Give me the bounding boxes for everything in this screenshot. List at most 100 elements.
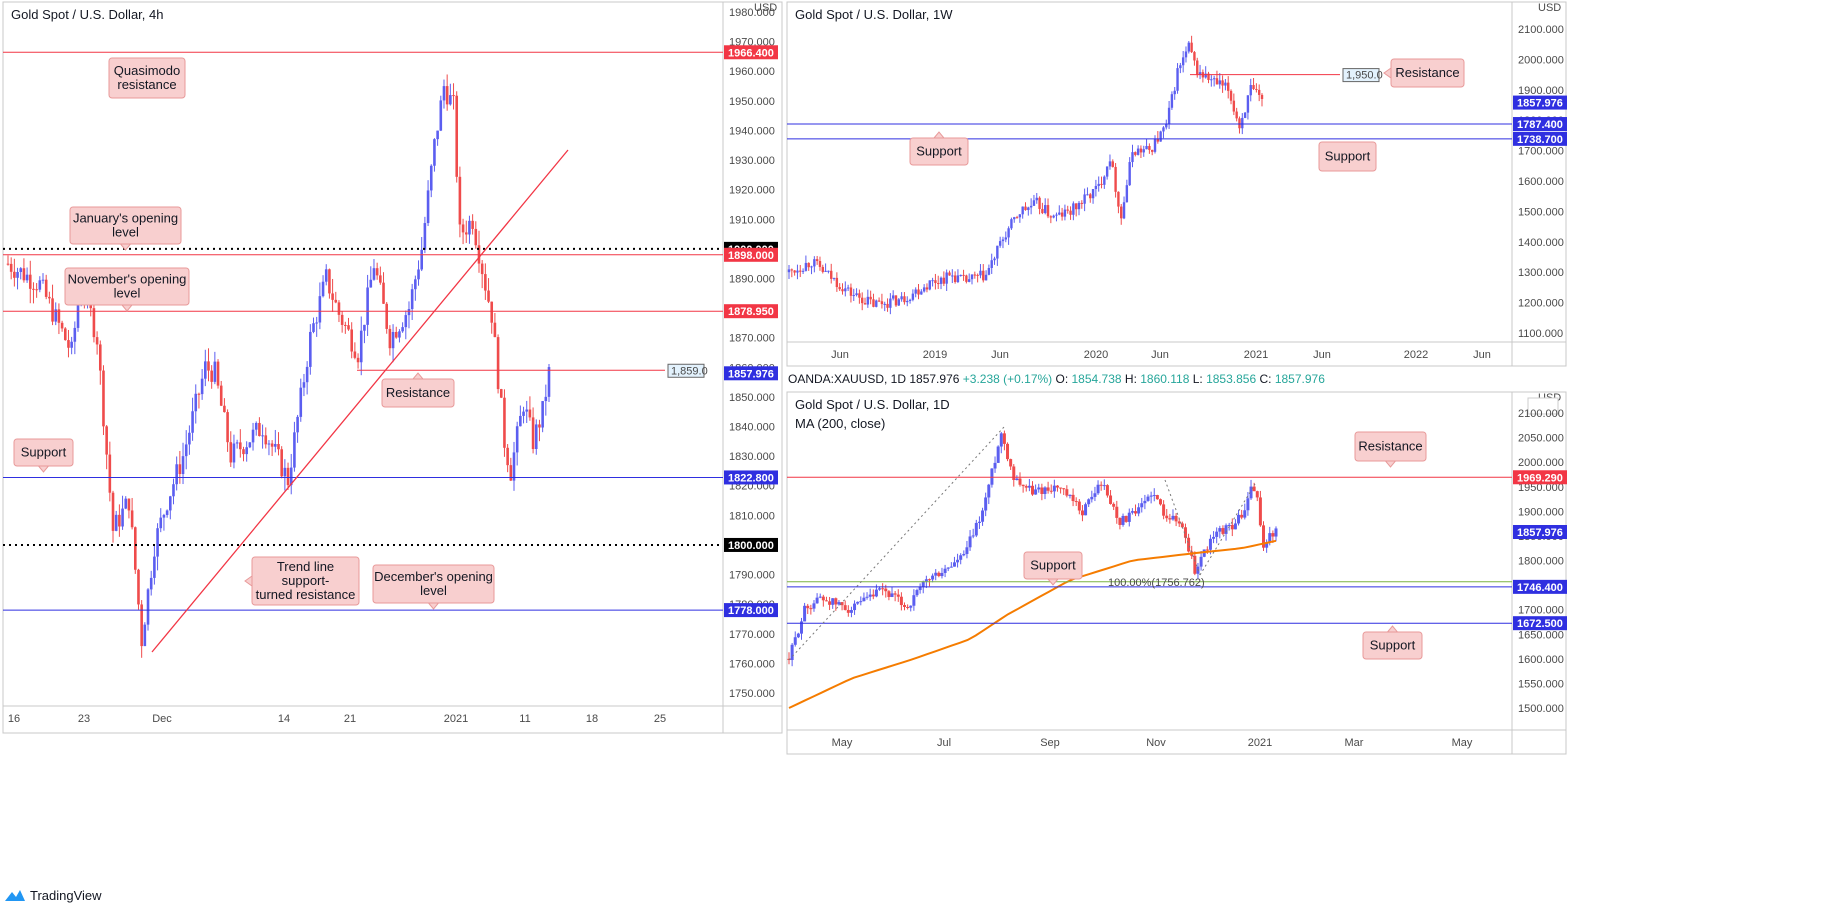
candle-body: [1255, 491, 1259, 498]
candle: [866, 289, 870, 308]
y-tick: 1950.000: [729, 96, 775, 108]
candle: [289, 453, 293, 495]
candle-body: [1055, 485, 1059, 488]
candle: [38, 276, 42, 293]
candle: [1060, 207, 1064, 221]
candle-body: [1130, 511, 1134, 513]
note-resistance-4h-text: Resistance: [386, 385, 450, 400]
currency-label: USD: [754, 2, 777, 14]
candle: [962, 269, 965, 281]
candle-body: [239, 442, 242, 450]
price-label-box: [1513, 616, 1567, 631]
candle: [1080, 200, 1084, 209]
candle: [868, 588, 872, 601]
candle-body: [6, 263, 10, 265]
candle-body: [1044, 205, 1047, 214]
candle: [407, 301, 411, 329]
candle: [1009, 458, 1013, 470]
candle: [1066, 205, 1069, 214]
candle-body: [897, 299, 901, 306]
candle-body: [977, 521, 981, 523]
candle: [522, 406, 525, 424]
candle: [188, 425, 191, 455]
candle-body: [874, 589, 878, 597]
candle: [197, 392, 201, 409]
candle: [906, 604, 910, 610]
candle-body: [834, 598, 838, 605]
candle-body: [835, 277, 839, 288]
candle-body: [515, 426, 519, 453]
candle: [844, 281, 847, 297]
candle: [881, 583, 885, 596]
candle-body: [793, 637, 797, 645]
candle: [394, 326, 398, 339]
candle: [108, 441, 112, 502]
tradingview-logo[interactable]: TradingView: [4, 887, 102, 903]
candle-body: [818, 596, 822, 598]
candle: [321, 275, 325, 298]
candle-body: [993, 462, 997, 469]
candle-body: [1238, 118, 1241, 129]
candle: [1115, 500, 1119, 524]
candle-body: [855, 293, 858, 296]
y-tick: 1940.000: [729, 125, 775, 137]
candle-body: [1077, 202, 1081, 210]
candle-body: [914, 289, 917, 294]
candle-body: [883, 303, 886, 305]
candle: [254, 421, 258, 436]
candle-body: [1246, 498, 1250, 511]
candle-body: [1002, 433, 1006, 444]
price-label-text: 1898.000: [728, 250, 774, 262]
candle-body: [1001, 239, 1005, 242]
candle-body: [130, 510, 134, 528]
candle: [871, 589, 875, 600]
candle: [917, 283, 920, 300]
candle-body: [251, 429, 255, 443]
candle-body: [956, 559, 960, 563]
y-tick: 1870.000: [729, 333, 775, 345]
candle: [821, 594, 825, 607]
candle: [299, 378, 303, 422]
candle-body: [22, 268, 26, 281]
price-label-box: [1513, 524, 1567, 539]
candle: [1134, 504, 1138, 517]
candle-body: [73, 327, 77, 342]
candle: [942, 271, 946, 287]
y-tick: 2100.000: [1518, 408, 1564, 420]
x-tick: 25: [654, 713, 666, 725]
candle-body: [1159, 131, 1162, 142]
candle: [1145, 138, 1148, 150]
candle-body: [1062, 488, 1066, 490]
candle: [13, 258, 16, 287]
candle: [375, 262, 379, 280]
candle-body: [111, 492, 115, 531]
y-tick: 1960.000: [729, 66, 775, 78]
candle-body: [235, 442, 239, 444]
candle-body: [60, 322, 64, 329]
y-tick: 1790.000: [729, 570, 775, 582]
candle-body: [63, 328, 67, 341]
price-label: 1787.400: [1513, 117, 1567, 132]
candle-body: [1224, 82, 1227, 86]
note-resistance-1d-pointer: [1384, 460, 1397, 468]
candle-body: [875, 300, 878, 307]
candle: [1255, 83, 1258, 93]
candle: [1046, 198, 1050, 219]
candle: [952, 556, 956, 567]
candle: [248, 441, 252, 449]
price-label-box: [724, 603, 778, 618]
candle-body: [76, 304, 80, 328]
candle-body: [1149, 495, 1153, 497]
candle: [207, 348, 210, 382]
candle: [162, 513, 166, 531]
candle-body: [312, 323, 315, 332]
y-tick: 1400.000: [1518, 237, 1564, 249]
candle: [1177, 518, 1181, 527]
candle-body: [410, 289, 414, 310]
candle: [821, 264, 824, 274]
candle-body: [509, 465, 513, 481]
candle-body: [830, 270, 833, 279]
candle-body: [1274, 528, 1278, 537]
candle-body: [420, 249, 424, 270]
candle-body: [813, 259, 816, 267]
